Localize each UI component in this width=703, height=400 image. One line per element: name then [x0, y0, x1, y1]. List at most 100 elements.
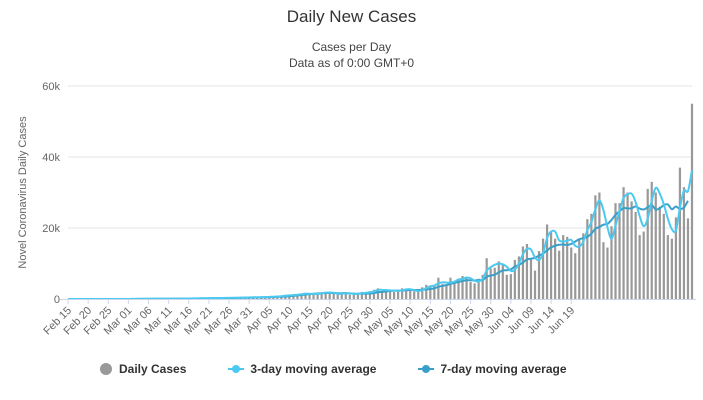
bar-daily-cases — [449, 277, 452, 299]
bar-daily-cases — [521, 246, 525, 299]
bar-daily-cases — [372, 289, 376, 299]
bar-daily-cases — [360, 291, 363, 299]
bar-daily-cases — [497, 261, 500, 299]
bar-daily-cases — [678, 167, 682, 299]
bar-daily-cases — [582, 233, 585, 299]
bar-daily-cases — [517, 256, 520, 299]
bar-daily-cases — [618, 203, 621, 299]
bar-daily-cases — [578, 238, 581, 299]
y-tick-label: 60k — [42, 81, 60, 93]
bar-daily-cases — [304, 292, 307, 299]
bar-daily-cases — [324, 291, 327, 299]
bar-daily-cases — [614, 203, 617, 299]
bar-daily-cases — [368, 291, 372, 299]
bar-daily-cases — [662, 213, 665, 299]
bar-daily-cases — [654, 192, 657, 299]
chart-title: Daily New Cases — [286, 7, 417, 26]
legend-item-7-day-average[interactable]: 7-day moving average — [418, 362, 567, 376]
bar-daily-cases — [352, 294, 355, 299]
bar-daily-cases — [606, 247, 609, 299]
bar-daily-cases — [445, 285, 448, 299]
legend-7-day-average-marker-icon — [418, 363, 435, 375]
legend-daily-cases-marker-icon — [100, 363, 112, 375]
bar-daily-cases — [513, 259, 516, 299]
chart-subtitle: Cases per Day — [311, 40, 392, 54]
bar-daily-cases — [630, 201, 633, 299]
bar-daily-cases — [457, 279, 460, 299]
bar-daily-cases — [397, 290, 400, 299]
bar-daily-cases — [376, 288, 380, 299]
bar-daily-cases — [340, 293, 343, 299]
bar-daily-cases — [421, 287, 424, 299]
bar-daily-cases — [594, 195, 597, 299]
bar-daily-cases — [509, 274, 512, 299]
bar-daily-cases — [638, 235, 641, 299]
bar-daily-cases — [473, 283, 476, 299]
bar-daily-cases — [590, 213, 593, 299]
bar-daily-cases — [537, 251, 541, 299]
legend-daily-cases-label: Daily Cases — [119, 362, 187, 376]
bar-daily-cases — [320, 292, 323, 299]
bar-daily-cases — [658, 206, 661, 299]
bar-daily-cases — [380, 291, 384, 299]
bar-daily-cases — [328, 292, 331, 299]
bar-daily-cases — [388, 289, 392, 299]
bar-daily-cases — [437, 277, 440, 299]
bar-daily-cases — [529, 258, 533, 299]
bar-daily-cases — [485, 258, 488, 299]
legend-3-day-average-label: 3-day moving average — [250, 362, 377, 376]
bar-daily-cases — [570, 247, 573, 299]
legend-item-3-day-average[interactable]: 3-day moving average — [228, 362, 376, 376]
y-axis-title: Novel Coronavirus Daily Cases — [17, 116, 29, 269]
bar-daily-cases — [586, 219, 589, 299]
bar-daily-cases — [690, 103, 694, 299]
bar-daily-cases — [549, 231, 553, 299]
bar-daily-cases — [489, 268, 492, 299]
bar-daily-cases — [670, 238, 673, 299]
bar-daily-cases — [316, 293, 319, 299]
bar-daily-cases — [533, 270, 537, 299]
bar-daily-cases — [332, 293, 335, 299]
bar-daily-cases — [562, 235, 565, 299]
bar-daily-cases — [646, 188, 649, 299]
chart-subtitle-date: Data as of 0:00 GMT+0 — [288, 56, 415, 70]
y-tick-label: 20k — [42, 223, 60, 235]
bar-daily-cases — [598, 192, 601, 299]
bar-daily-cases — [622, 187, 625, 299]
bar-daily-cases — [433, 285, 436, 299]
bar-daily-cases — [453, 281, 456, 299]
bar-daily-cases — [312, 294, 315, 299]
bar-daily-cases — [336, 294, 339, 299]
bar-daily-cases — [642, 231, 645, 299]
bar-daily-cases — [409, 290, 412, 299]
bar-daily-cases — [429, 286, 432, 299]
chart-legend: Daily Cases 3-day moving average 7-day m… — [100, 362, 567, 376]
bar-daily-cases — [686, 218, 690, 299]
bar-daily-cases — [558, 250, 561, 299]
bar-daily-cases — [356, 292, 359, 299]
bar-daily-cases — [493, 267, 496, 299]
bar-daily-cases — [413, 291, 416, 299]
bar-daily-cases — [308, 294, 311, 299]
bar-daily-cases — [405, 289, 408, 299]
bar-daily-cases — [501, 263, 504, 299]
bar-daily-cases — [469, 281, 472, 299]
bar-daily-cases — [364, 293, 368, 299]
bar-daily-cases — [344, 292, 347, 299]
bar-daily-cases — [682, 187, 686, 299]
bar-daily-cases — [477, 278, 480, 299]
bar-daily-cases — [674, 217, 678, 299]
bar-daily-cases — [545, 224, 549, 299]
bar-daily-cases — [384, 290, 388, 299]
bar-daily-cases — [296, 294, 299, 299]
bar-daily-cases — [666, 235, 669, 299]
line-3-day-moving-average — [68, 169, 693, 300]
bar-daily-cases — [566, 236, 569, 299]
legend-3-day-average-marker-icon — [228, 363, 245, 375]
bar-daily-cases — [574, 253, 577, 299]
bar-daily-cases — [300, 293, 303, 299]
bar-daily-cases — [626, 192, 629, 299]
bar-daily-cases — [481, 274, 484, 299]
legend-item-daily-cases[interactable]: Daily Cases — [100, 362, 186, 376]
